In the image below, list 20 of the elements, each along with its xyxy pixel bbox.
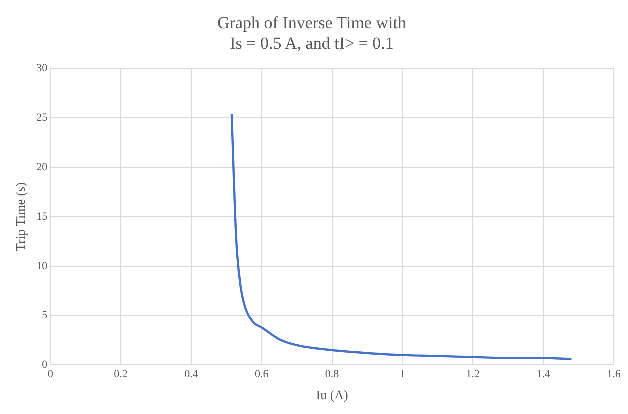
line-series: [230, 113, 573, 360]
y-tick-label: 30: [36, 62, 48, 75]
y-tick-label: 20: [36, 161, 48, 174]
x-tick-label: 0.6: [255, 368, 270, 381]
x-tick-label: 1.2: [466, 368, 480, 381]
y-tick-label: 25: [36, 112, 48, 124]
y-tick-label: 5: [42, 310, 48, 322]
x-tick-label: 1.4: [536, 368, 551, 381]
y-tick-label: 0: [42, 359, 48, 372]
x-tick-label: 1.6: [607, 368, 622, 381]
x-tick-label: 0.4: [184, 368, 199, 381]
y-axis-title: Trip Time (s): [13, 182, 28, 252]
y-tick-label: 10: [36, 260, 48, 272]
y-tick-label: 15: [36, 210, 48, 223]
x-tick-label: 0.2: [114, 368, 128, 381]
x-tick-label: 0.8: [325, 368, 340, 381]
text: Graph of Inverse Time with: [218, 14, 406, 33]
x-tick-label: 1: [400, 368, 406, 381]
x-axis-title: Iu (A): [316, 388, 348, 403]
text: Is = 0.5 A, and tI> = 0.1: [230, 34, 394, 54]
